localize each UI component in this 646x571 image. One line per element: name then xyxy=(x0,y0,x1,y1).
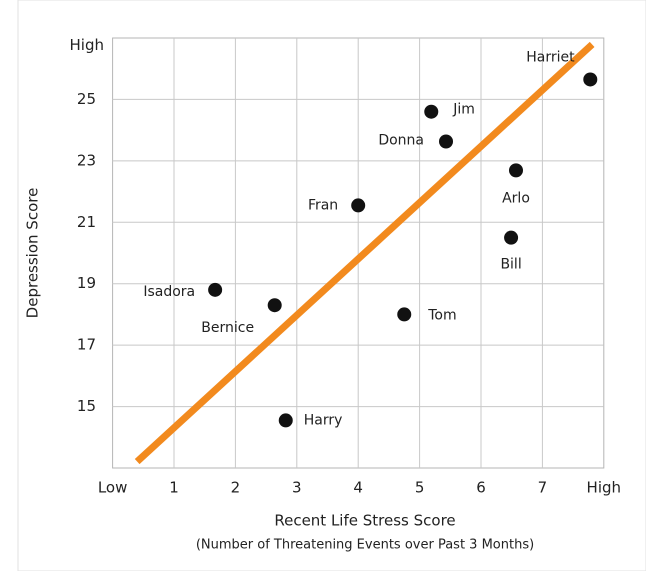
x-tick-label: 1 xyxy=(169,479,179,497)
data-point xyxy=(397,307,412,322)
x-tick-label: 2 xyxy=(231,479,241,497)
data-point xyxy=(267,298,282,313)
y-axis-title: Depression Score xyxy=(24,188,42,319)
trend-line xyxy=(134,41,595,465)
point-label: Bernice xyxy=(201,320,254,336)
data-point xyxy=(208,282,223,297)
point-label: Harry xyxy=(304,412,343,428)
y-tick-label: 23 xyxy=(77,151,96,169)
x-tick-label: 4 xyxy=(353,479,363,497)
x-tick-label: 5 xyxy=(415,479,425,497)
point-label: Jim xyxy=(452,102,475,118)
x-axis-subtitle: (Number of Threatening Events over Past … xyxy=(196,538,534,553)
data-point xyxy=(583,72,598,87)
y-tick-label: 15 xyxy=(77,397,96,415)
x-axis-title: Recent Life Stress Score xyxy=(274,512,455,530)
x-tick-label: Low xyxy=(98,479,128,497)
data-point xyxy=(508,163,523,178)
point-label: Fran xyxy=(308,197,338,213)
data-point xyxy=(278,413,293,428)
data-point xyxy=(351,198,366,213)
data-point xyxy=(439,134,454,149)
data-point xyxy=(424,104,439,119)
x-tick-label: 3 xyxy=(292,479,302,497)
data-point xyxy=(504,230,519,245)
y-tick-label: 25 xyxy=(77,90,96,108)
point-label: Tom xyxy=(427,307,456,323)
x-tick-label: 6 xyxy=(476,479,486,497)
x-tick-label: High xyxy=(587,479,621,497)
x-tick-label: 7 xyxy=(538,479,548,497)
y-tick-label: 19 xyxy=(77,274,96,292)
y-tick-label: High xyxy=(70,36,104,54)
y-tick-label: 21 xyxy=(77,213,96,231)
point-label: Isadora xyxy=(143,284,195,300)
point-label: Bill xyxy=(500,257,521,273)
point-label: Donna xyxy=(378,133,424,149)
point-label: Arlo xyxy=(502,190,530,206)
point-label: Harriet xyxy=(526,49,575,65)
y-tick-label: 17 xyxy=(77,336,96,354)
